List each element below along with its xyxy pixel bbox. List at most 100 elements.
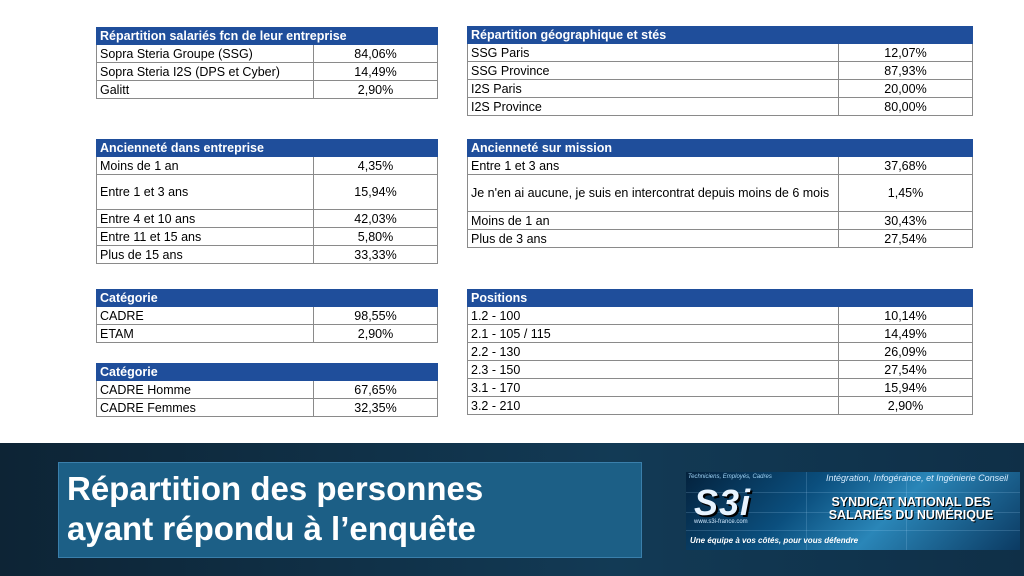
table-row: Entre 1 et 3 ans 15,94% xyxy=(96,174,438,210)
row-label: 3.2 - 210 xyxy=(467,396,839,415)
table-row: Entre 4 et 10 ans 42,03% xyxy=(96,209,438,228)
row-value: 26,09% xyxy=(838,342,973,361)
table-row: Sopra Steria I2S (DPS et Cyber) 14,49% xyxy=(96,62,438,81)
table-header: Ancienneté dans entreprise xyxy=(96,139,438,157)
logo-tagline: Techniciens, Employés, Cadres xyxy=(688,474,772,480)
row-value: 12,07% xyxy=(838,43,973,62)
row-label: ETAM xyxy=(96,324,314,343)
table-header: Répartition salariés fcn de leur entrepr… xyxy=(96,27,438,45)
table-row: I2S Paris 20,00% xyxy=(467,79,973,98)
table-row: Plus de 3 ans 27,54% xyxy=(467,229,973,248)
row-label: Plus de 15 ans xyxy=(96,245,314,264)
row-label: I2S Paris xyxy=(467,79,839,98)
row-label: Je n'en ai aucune, je suis en intercontr… xyxy=(467,174,839,212)
row-label: Entre 1 et 3 ans xyxy=(467,156,839,175)
row-label: I2S Province xyxy=(467,97,839,116)
row-value: 14,49% xyxy=(313,62,438,81)
table-row: 2.3 - 150 27,54% xyxy=(467,360,973,379)
row-value: 27,54% xyxy=(838,360,973,379)
geo-table: Répartition géographique et stés SSG Par… xyxy=(467,26,973,116)
row-value: 30,43% xyxy=(838,211,973,230)
row-value: 2,90% xyxy=(313,80,438,99)
table-row: CADRE Homme 67,65% xyxy=(96,380,438,399)
row-label: Entre 1 et 3 ans xyxy=(96,174,314,210)
row-value: 2,90% xyxy=(313,324,438,343)
row-value: 1,45% xyxy=(838,174,973,212)
row-label: Sopra Steria I2S (DPS et Cyber) xyxy=(96,62,314,81)
table-row: Moins de 1 an 4,35% xyxy=(96,156,438,175)
table-row: I2S Province 80,00% xyxy=(467,97,973,116)
row-value: 4,35% xyxy=(313,156,438,175)
row-label: CADRE Femmes xyxy=(96,398,314,417)
seniority-company-table: Ancienneté dans entreprise Moins de 1 an… xyxy=(96,139,438,264)
row-label: SSG Paris xyxy=(467,43,839,62)
row-label: Entre 4 et 10 ans xyxy=(96,209,314,228)
row-label: 1.2 - 100 xyxy=(467,306,839,325)
row-value: 98,55% xyxy=(313,306,438,325)
table-row: Plus de 15 ans 33,33% xyxy=(96,245,438,264)
title-line-1: Répartition des personnes xyxy=(67,470,484,507)
table-row: Entre 1 et 3 ans 37,68% xyxy=(467,156,973,175)
title-box: Répartition des personnes ayant répondu … xyxy=(58,462,642,558)
table-row: Galitt 2,90% xyxy=(96,80,438,99)
table-header: Répartition géographique et stés xyxy=(467,26,973,44)
row-value: 87,93% xyxy=(838,61,973,80)
row-label: Sopra Steria Groupe (SSG) xyxy=(96,44,314,63)
row-value: 80,00% xyxy=(838,97,973,116)
company-table: Répartition salariés fcn de leur entrepr… xyxy=(96,27,438,99)
logo-url: www.s3i-france.com xyxy=(694,519,748,525)
table-header: Catégorie xyxy=(96,289,438,307)
page-title: Répartition des personnes ayant répondu … xyxy=(67,469,483,549)
row-label: SSG Province xyxy=(467,61,839,80)
row-label: Moins de 1 an xyxy=(467,211,839,230)
table-row: Entre 11 et 15 ans 5,80% xyxy=(96,227,438,246)
category-gender-table: Catégorie CADRE Homme 67,65% CADRE Femme… xyxy=(96,363,438,417)
row-value: 5,80% xyxy=(313,227,438,246)
title-line-2: ayant répondu à l’enquête xyxy=(67,510,476,547)
table-row: 3.1 - 170 15,94% xyxy=(467,378,973,397)
row-value: 42,03% xyxy=(313,209,438,228)
table-row: 3.2 - 210 2,90% xyxy=(467,396,973,415)
table-row: Je n'en ai aucune, je suis en intercontr… xyxy=(467,174,973,212)
row-value: 14,49% xyxy=(838,324,973,343)
table-row: Moins de 1 an 30,43% xyxy=(467,211,973,230)
row-value: 67,65% xyxy=(313,380,438,399)
category-table: Catégorie CADRE 98,55% ETAM 2,90% xyxy=(96,289,438,343)
table-row: SSG Paris 12,07% xyxy=(467,43,973,62)
table-row: SSG Province 87,93% xyxy=(467,61,973,80)
row-value: 27,54% xyxy=(838,229,973,248)
row-label: CADRE xyxy=(96,306,314,325)
logo-slogan: Une équipe à vos côtés, pour vous défend… xyxy=(690,536,859,545)
logo-name-line-1: SYNDICAT NATIONAL DES xyxy=(831,495,991,509)
row-value: 2,90% xyxy=(838,396,973,415)
row-label: Galitt xyxy=(96,80,314,99)
row-value: 37,68% xyxy=(838,156,973,175)
table-row: 2.2 - 130 26,09% xyxy=(467,342,973,361)
table-row: ETAM 2,90% xyxy=(96,324,438,343)
row-value: 15,94% xyxy=(838,378,973,397)
logo-name-line-2: SALARIÉS DU NUMÉRIQUE xyxy=(828,508,994,522)
row-label: 2.1 - 105 / 115 xyxy=(467,324,839,343)
row-value: 84,06% xyxy=(313,44,438,63)
row-label: Moins de 1 an xyxy=(96,156,314,175)
row-value: 33,33% xyxy=(313,245,438,264)
positions-table: Positions 1.2 - 100 10,14% 2.1 - 105 / 1… xyxy=(467,289,973,415)
table-row: 1.2 - 100 10,14% xyxy=(467,306,973,325)
row-value: 15,94% xyxy=(313,174,438,210)
seniority-mission-table: Ancienneté sur mission Entre 1 et 3 ans … xyxy=(467,139,973,248)
logo-brand: S3i xyxy=(694,482,752,523)
s3i-logo: Techniciens, Employés, Cadres S3i www.s3… xyxy=(686,472,1020,550)
row-label: 3.1 - 170 xyxy=(467,378,839,397)
row-value: 10,14% xyxy=(838,306,973,325)
row-value: 20,00% xyxy=(838,79,973,98)
table-row: 2.1 - 105 / 115 14,49% xyxy=(467,324,973,343)
table-header: Ancienneté sur mission xyxy=(467,139,973,157)
table-row: Sopra Steria Groupe (SSG) 84,06% xyxy=(96,44,438,63)
table-header: Catégorie xyxy=(96,363,438,381)
row-label: Plus de 3 ans xyxy=(467,229,839,248)
row-label: 2.2 - 130 xyxy=(467,342,839,361)
row-value: 32,35% xyxy=(313,398,438,417)
logo-union-name: SYNDICAT NATIONAL DES SALARIÉS DU NUMÉRI… xyxy=(802,496,1020,522)
row-label: 2.3 - 150 xyxy=(467,360,839,379)
table-header: Positions xyxy=(467,289,973,307)
